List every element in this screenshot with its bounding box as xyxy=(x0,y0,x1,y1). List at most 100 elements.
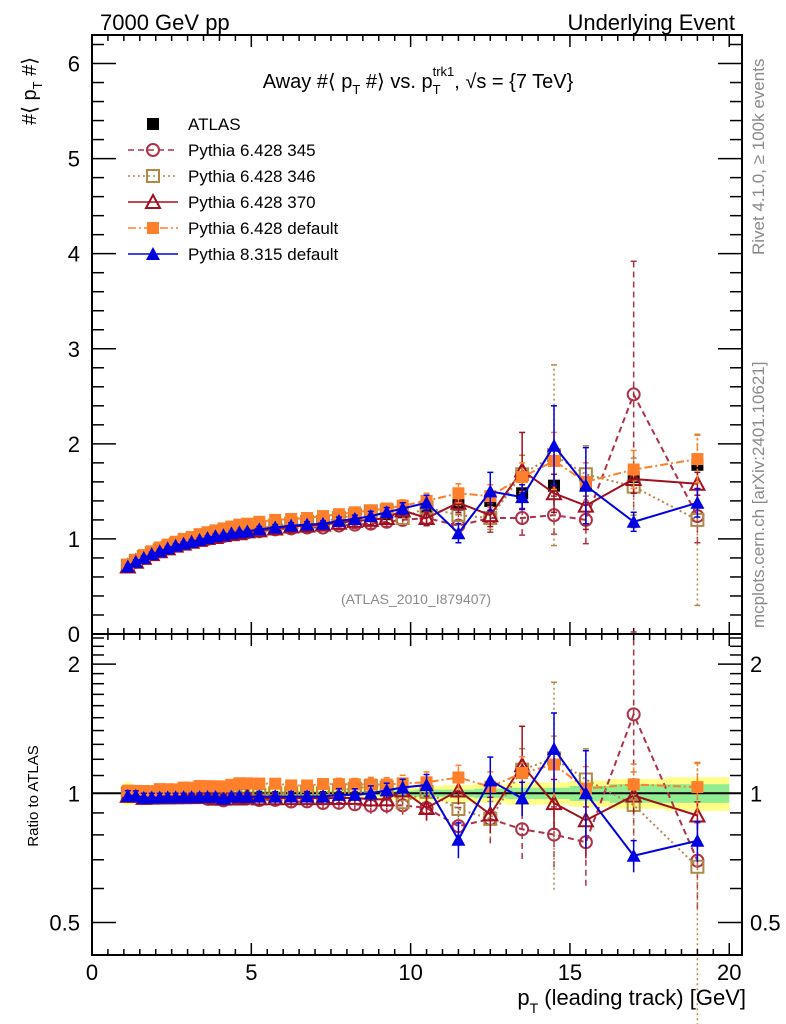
data-point xyxy=(128,554,143,568)
ratio-point xyxy=(578,786,593,800)
ratio-point xyxy=(331,787,346,801)
ratio-point xyxy=(128,788,143,802)
x-tick-label: 0 xyxy=(86,960,98,985)
legend-item: Pythia 8.315 default xyxy=(128,245,339,264)
legend-label: Pythia 6.428 345 xyxy=(188,141,316,160)
legend-label: ATLAS xyxy=(188,115,241,134)
legend-marker xyxy=(147,118,159,130)
ratio-point xyxy=(379,783,394,797)
y-tick-label: 0.5 xyxy=(49,910,80,935)
series-0 xyxy=(121,458,704,572)
data-point xyxy=(547,438,562,452)
series-line xyxy=(127,454,698,567)
series-1 xyxy=(120,260,705,573)
data-point xyxy=(452,487,465,500)
data-point xyxy=(483,484,498,498)
data-point xyxy=(515,511,530,526)
ratio-point xyxy=(348,778,361,791)
data-point xyxy=(269,513,282,526)
data-point xyxy=(379,505,394,519)
ratio-point xyxy=(545,793,563,811)
ratio-point xyxy=(208,789,223,803)
data-point xyxy=(331,513,346,527)
header-left: 7000 GeV pp xyxy=(100,10,230,35)
legend: ATLAS Pythia 6.428 345 Pythia 6.428 346 Pyt… xyxy=(128,115,339,264)
legend-item: ATLAS xyxy=(147,115,241,134)
data-point xyxy=(363,509,378,523)
y-tick-label-right: 0.5 xyxy=(750,910,781,935)
series-line xyxy=(127,458,698,566)
ratio-point xyxy=(516,767,529,780)
legend-label: Pythia 6.428 370 xyxy=(188,193,316,212)
data-point xyxy=(252,522,267,536)
ratio-axes: 0 5 10 15 20 0.5 0.5 1 1 2 2 xyxy=(49,634,781,985)
data-point xyxy=(691,453,704,466)
x-tick-label: 20 xyxy=(717,960,741,985)
ratio-point xyxy=(483,773,498,787)
ratio-point xyxy=(269,777,282,790)
header-right: Underlying Event xyxy=(567,10,735,35)
ratio-plot-area xyxy=(92,631,742,1024)
x-tick-label: 15 xyxy=(558,960,582,985)
ratio-point xyxy=(364,778,377,791)
ratio-point xyxy=(332,778,345,791)
y-tick-label: 3 xyxy=(68,337,80,362)
legend-label: Pythia 6.428 346 xyxy=(188,167,316,186)
x-tick-label: 5 xyxy=(245,960,257,985)
ratio-point xyxy=(627,778,640,791)
ratio-point xyxy=(451,832,466,846)
ratio-point xyxy=(301,779,314,792)
x-axis-label: pT (leading track) [GeV] xyxy=(517,985,746,1016)
data-point xyxy=(120,559,135,573)
ratio-point xyxy=(626,848,641,862)
data-point xyxy=(284,518,299,532)
y-tick-label-right: 2 xyxy=(750,652,762,677)
legend-marker xyxy=(146,247,160,260)
ratio-ylabel: Ratio to ATLAS xyxy=(25,745,42,846)
data-point xyxy=(545,484,563,501)
ratio-point xyxy=(395,780,410,794)
data-point xyxy=(241,517,254,530)
legend-marker xyxy=(147,222,159,234)
legend-marker xyxy=(144,192,162,209)
legend-marker xyxy=(146,143,160,157)
legend-item: Pythia 6.428 346 xyxy=(128,167,316,186)
legend-label: Pythia 6.428 default xyxy=(188,219,339,238)
ratio-point xyxy=(481,805,499,822)
legend-label: Pythia 8.315 default xyxy=(188,245,339,264)
data-point xyxy=(316,516,331,530)
ratio-point xyxy=(347,787,362,801)
main-ylabel: #⟨ pT #⟩ xyxy=(19,57,45,125)
legend-item: Pythia 6.428 345 xyxy=(128,141,316,160)
ratio-point xyxy=(515,791,530,805)
ratio-point xyxy=(317,778,330,791)
ratio-series-line xyxy=(127,747,698,857)
data-point xyxy=(626,514,641,528)
ratio-point xyxy=(449,781,468,798)
ratio-point xyxy=(240,789,255,803)
data-point xyxy=(419,495,434,509)
ratio-point xyxy=(285,779,298,792)
data-point xyxy=(395,501,410,515)
data-point xyxy=(300,517,315,531)
data-point xyxy=(626,387,641,402)
y-tick-label: 1 xyxy=(68,781,80,806)
x-tick-label: 10 xyxy=(398,960,422,985)
ratio-point xyxy=(690,833,705,847)
data-point xyxy=(515,490,530,504)
ratio-point xyxy=(363,786,378,800)
ratio-point xyxy=(316,789,331,803)
y-tick-label-right: 1 xyxy=(750,781,762,806)
data-point xyxy=(627,463,640,476)
data-point xyxy=(690,495,705,509)
ratio-point xyxy=(452,771,465,784)
y-tick-label: 6 xyxy=(68,52,80,77)
ratio-point xyxy=(300,789,315,803)
ratio-series-5 xyxy=(120,712,705,873)
data-point xyxy=(578,478,593,492)
ratio-point xyxy=(378,790,396,807)
main-plot-area xyxy=(119,260,707,607)
data-point xyxy=(449,493,468,510)
data-point xyxy=(240,524,255,538)
